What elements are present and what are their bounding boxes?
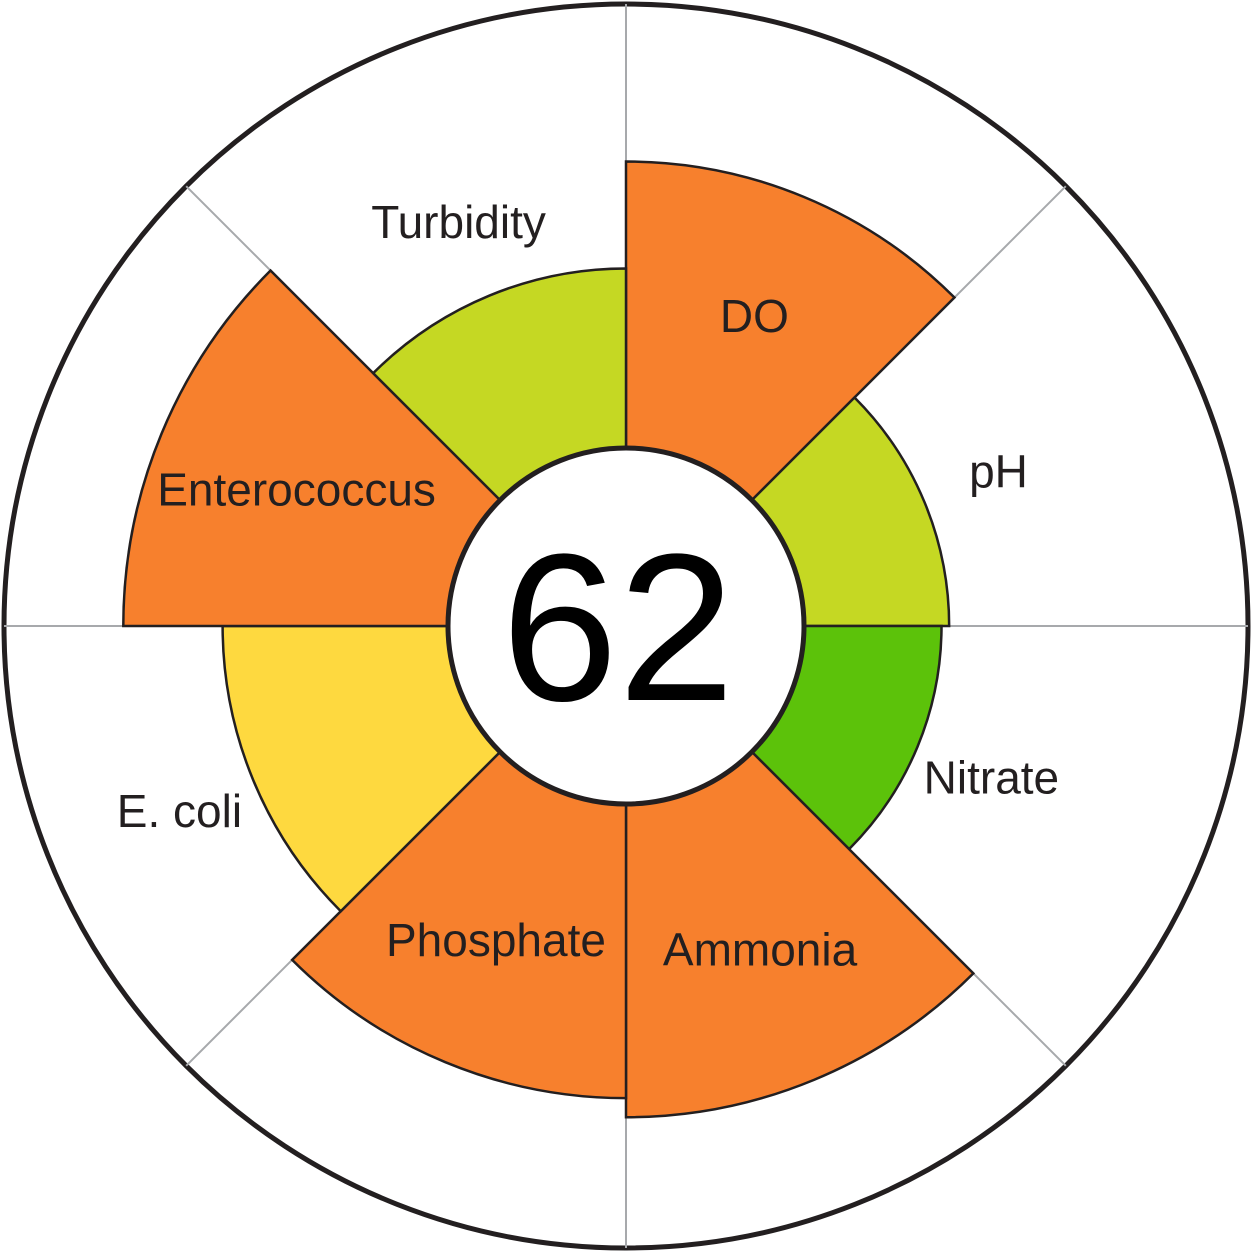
label-ph: pH: [969, 446, 1028, 498]
label-turbidity: Turbidity: [371, 196, 546, 248]
label-do: DO: [720, 290, 789, 342]
label-ammonia: Ammonia: [663, 924, 858, 976]
center-disc: [445, 445, 807, 807]
label-phosphate: Phosphate: [386, 914, 606, 966]
label-enterococcus: Enterococcus: [157, 464, 436, 516]
label-e-coli: E. coli: [117, 785, 242, 837]
label-nitrate: Nitrate: [924, 751, 1059, 803]
overall-score: 62: [501, 510, 735, 745]
segment-labels: DO pH Nitrate Ammonia Phosphate E. coli Entero…: [117, 196, 1059, 976]
